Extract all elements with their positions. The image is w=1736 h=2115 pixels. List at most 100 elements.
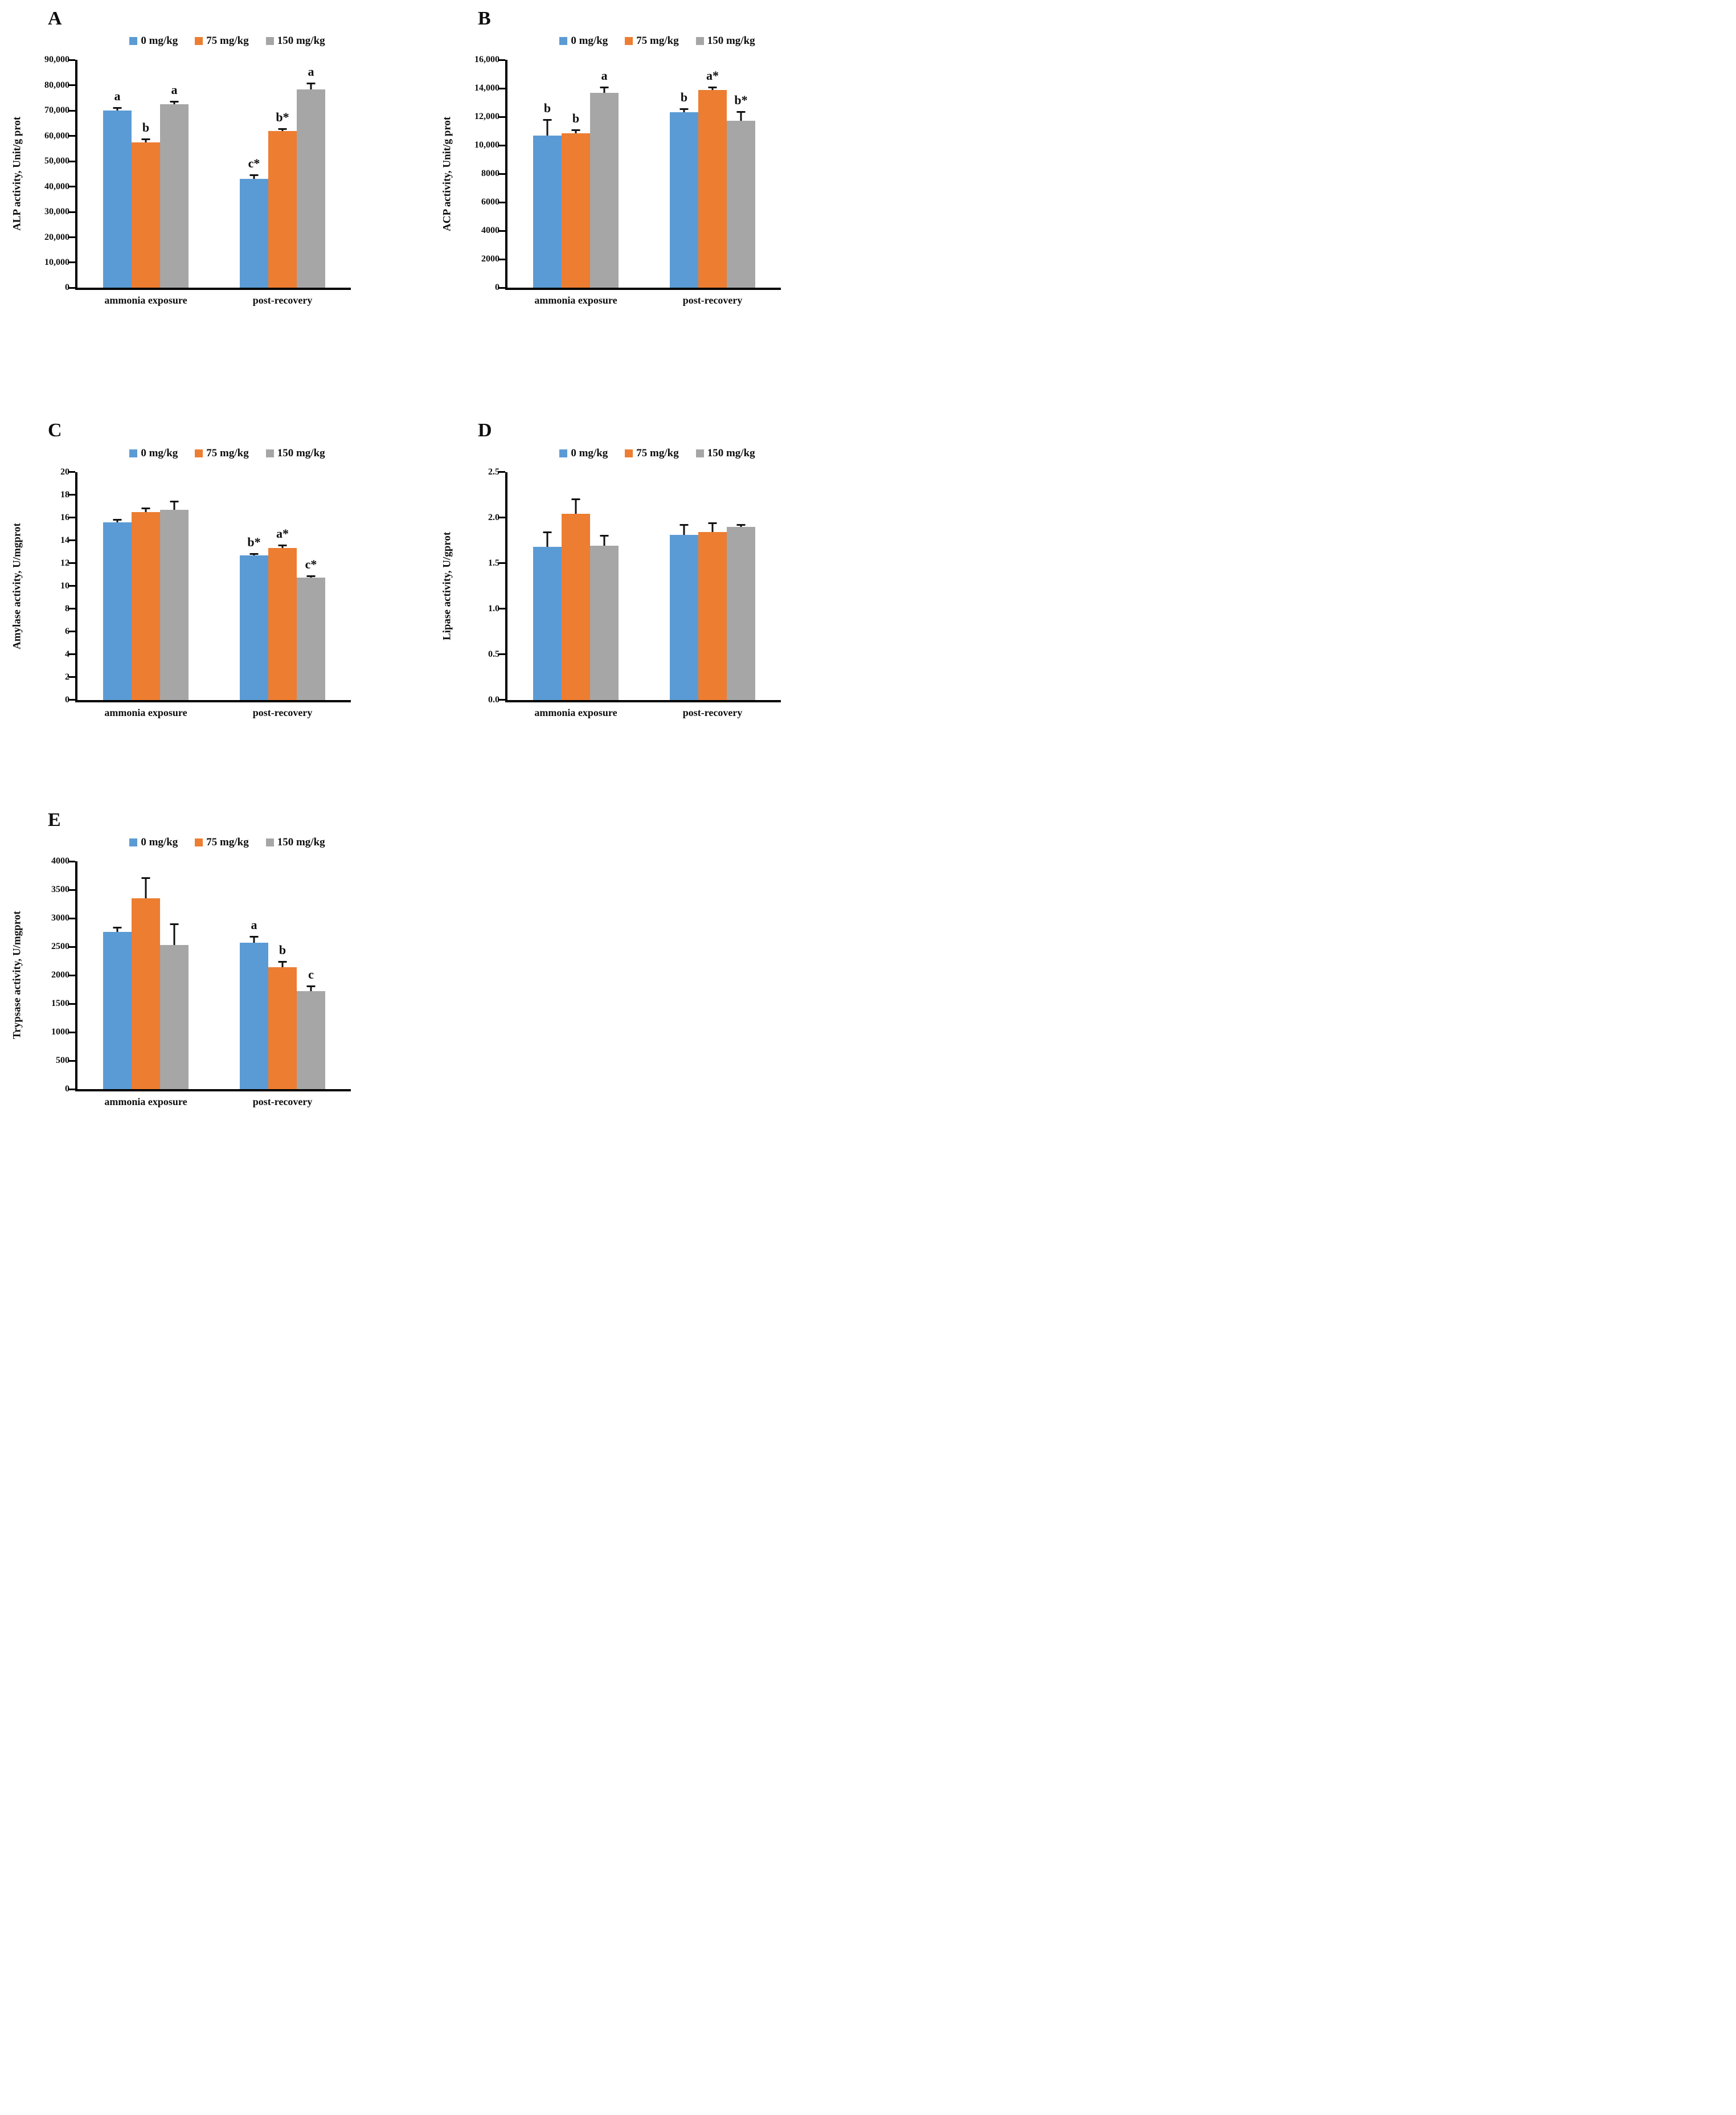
- y-axis: 0 10,000 20,000 30,000 40,000 50,000 60,000 70,…: [27, 55, 75, 292]
- legend-swatch-icon: [695, 449, 704, 457]
- legend-swatch-icon: [195, 37, 203, 46]
- legend: 0 mg/kg 75 mg/kg 150 mg/kg: [523, 35, 791, 47]
- y-axis-label: ALP activity, Unit/g prot: [11, 117, 23, 231]
- y-tick-mark: [498, 116, 505, 118]
- significance-letter: a: [114, 88, 121, 103]
- error-bar-cap: [278, 128, 287, 130]
- y-tick-mark: [68, 1088, 75, 1090]
- significance-letter: b*: [734, 93, 748, 108]
- legend-item: 150 mg/kg: [265, 447, 325, 460]
- plot-area: b b a b a* b*: [498, 59, 781, 291]
- figure: A 0 mg/kg 75 mg/kg 150 mg/kg ALP activity,…: [0, 0, 868, 1145]
- y-tick-label: 14: [60, 535, 69, 545]
- y-tick-label: 4: [65, 649, 69, 659]
- significance-letter: b: [572, 111, 580, 125]
- error-bar-cap: [249, 174, 259, 177]
- error-bar-line: [173, 923, 175, 946]
- error-bar-cap: [708, 86, 717, 88]
- error-bar: [698, 522, 727, 533]
- error-bar-cap: [736, 523, 746, 526]
- x-category-label: post-recovery: [682, 294, 743, 306]
- chart-area: Amylase activity, U/mgprot 0 2 4 6 8 10 12 14 16…: [8, 467, 438, 705]
- y-axis: 0 500 1000 1500 2000 2500 3000 3500 4000: [27, 856, 75, 1094]
- y-tick-mark: [68, 539, 75, 542]
- error-bar-cap: [249, 553, 259, 555]
- y-tick-label: 90,000: [44, 55, 69, 65]
- bar: c: [297, 968, 325, 1090]
- error-bar: [533, 119, 562, 136]
- error-bar-line: [281, 544, 284, 548]
- error-bar-cap: [141, 507, 150, 509]
- figure-row-1: A 0 mg/kg 75 mg/kg 150 mg/kg ALP activity,…: [8, 6, 868, 309]
- y-tick-mark: [68, 676, 75, 678]
- y-tick-label: 40,000: [44, 181, 69, 191]
- y-tick-label: 0.0: [488, 694, 499, 705]
- error-bar-line: [575, 129, 577, 134]
- x-category-label: ammonia exposure: [104, 1096, 187, 1108]
- y-tick-label: 16: [60, 512, 69, 522]
- bar: [160, 500, 189, 700]
- significance-letter: a: [308, 64, 314, 79]
- y-tick-label: 4000: [51, 856, 69, 866]
- error-bar: [160, 923, 189, 946]
- y-axis-label: ACP activity, Unit/g prot: [441, 116, 453, 232]
- bar-group: [103, 877, 189, 1090]
- panel-d: D 0 mg/kg 75 mg/kg 150 mg/kg Lipase activi…: [438, 418, 868, 721]
- y-tick-mark: [68, 471, 75, 473]
- bar: [590, 535, 619, 700]
- error-bar-line: [310, 83, 312, 89]
- error-bar: [240, 553, 268, 555]
- bar: [132, 507, 160, 700]
- legend-item: 150 mg/kg: [265, 836, 325, 849]
- bar: [132, 877, 160, 1090]
- y-tick-label: 50,000: [44, 156, 69, 166]
- error-bar-line: [711, 522, 714, 533]
- y-tick-mark: [68, 135, 75, 137]
- error-bar-line: [116, 518, 118, 522]
- y-tick-mark: [68, 1059, 75, 1062]
- bar-group: a b c: [240, 919, 325, 1090]
- legend-label: 75 mg/kg: [636, 447, 679, 459]
- bar: [562, 498, 590, 700]
- chart-area: Trypsase activity, U/mgprot 0 500 1000 1500…: [8, 856, 438, 1094]
- legend: 0 mg/kg 75 mg/kg 150 mg/kg: [523, 447, 791, 460]
- bar-group: [533, 498, 619, 700]
- y-tick-label: 6000: [481, 197, 499, 207]
- y-tick-mark: [68, 236, 75, 239]
- bar: a: [590, 69, 619, 288]
- error-bar-cap: [113, 927, 122, 929]
- error-bar-cap: [708, 522, 717, 524]
- error-bar-cap: [141, 138, 150, 141]
- error-bar-line: [740, 111, 742, 121]
- y-tick-label: 20: [60, 467, 69, 477]
- panel-letter: B: [478, 8, 491, 29]
- panel-c: C 0 mg/kg 75 mg/kg 150 mg/kg Amylase activ…: [8, 418, 438, 721]
- significance-letter: a*: [276, 526, 289, 541]
- y-tick-label: 3000: [51, 913, 69, 923]
- bar: a: [240, 919, 268, 1090]
- y-tick-mark: [498, 59, 505, 61]
- error-bar-cap: [170, 923, 179, 926]
- error-bar-line: [281, 961, 284, 968]
- bar-group: [103, 500, 189, 700]
- y-tick-label: 0: [65, 1084, 69, 1094]
- legend-swatch-icon: [265, 838, 274, 847]
- legend-label: 0 mg/kg: [571, 35, 608, 47]
- y-tick-label: 1.0: [488, 603, 499, 613]
- legend-item: 150 mg/kg: [695, 35, 755, 47]
- x-category-label: post-recovery: [682, 706, 743, 718]
- y-tick-mark: [68, 160, 75, 162]
- y-tick-mark: [68, 974, 75, 976]
- bar: c*: [240, 157, 268, 288]
- y-tick-mark: [498, 173, 505, 175]
- chart-area: ALP activity, Unit/g prot 0 10,000 20,000 3…: [8, 55, 438, 292]
- legend-item: 0 mg/kg: [559, 447, 608, 460]
- significance-letter: c*: [248, 156, 260, 171]
- legend-item: 75 mg/kg: [625, 35, 679, 47]
- y-tick-label: 16,000: [474, 55, 499, 65]
- legend-swatch-icon: [559, 37, 568, 46]
- error-bar-line: [116, 927, 118, 932]
- x-category-label: ammonia exposure: [104, 706, 187, 718]
- legend: 0 mg/kg 75 mg/kg 150 mg/kg: [93, 447, 361, 460]
- y-tick-mark: [68, 653, 75, 656]
